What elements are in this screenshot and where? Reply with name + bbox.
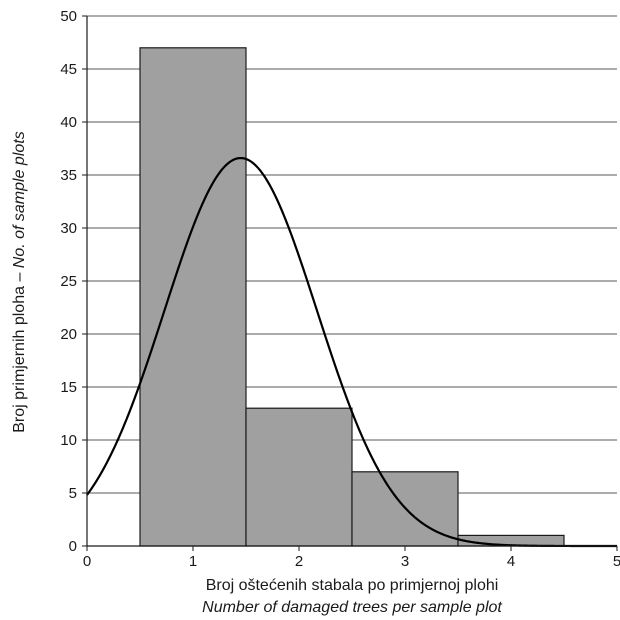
x-tick-label-4: 4 [507,553,515,570]
y-tick-label-30: 30 [60,220,77,237]
y-tick-labels: 0 5 10 15 20 25 30 35 40 45 50 [60,8,77,555]
y-axis-title-english: No. of sample plots [11,131,28,268]
y-tick-label-25: 25 [60,273,77,290]
y-tick-label-20: 20 [60,326,77,343]
bar-1 [139,47,247,547]
x-tick-label-1: 1 [189,553,197,570]
y-tick-label-45: 45 [60,61,77,78]
y-axis-title: Broj primjernih ploha – No. of sample pl… [11,131,28,432]
x-tick-label-2: 2 [295,553,303,570]
x-axis-title: Broj oštećenih stabala po primjernoj plo… [206,577,499,594]
y-tick-label-10: 10 [60,432,77,449]
y-tick-label-50: 50 [60,8,77,25]
x-tick-label-3: 3 [401,553,409,570]
bar-2 [245,407,353,547]
bars [139,47,565,547]
y-tick-label-35: 35 [60,167,77,184]
x-tick-label-0: 0 [83,553,91,570]
y-tick-label-0: 0 [69,538,77,555]
y-tick-label-5: 5 [69,485,77,502]
y-tick-label-40: 40 [60,114,77,131]
y-tick-label-15: 15 [60,379,77,396]
x-tick-labels: 0 1 2 3 4 5 [83,553,620,570]
y-axis-title-local: Broj primjernih ploha – [11,268,28,433]
axes [82,15,618,551]
x-axis-title-english: Number of damaged trees per sample plot [202,599,502,616]
x-tick-label-5: 5 [613,553,620,570]
